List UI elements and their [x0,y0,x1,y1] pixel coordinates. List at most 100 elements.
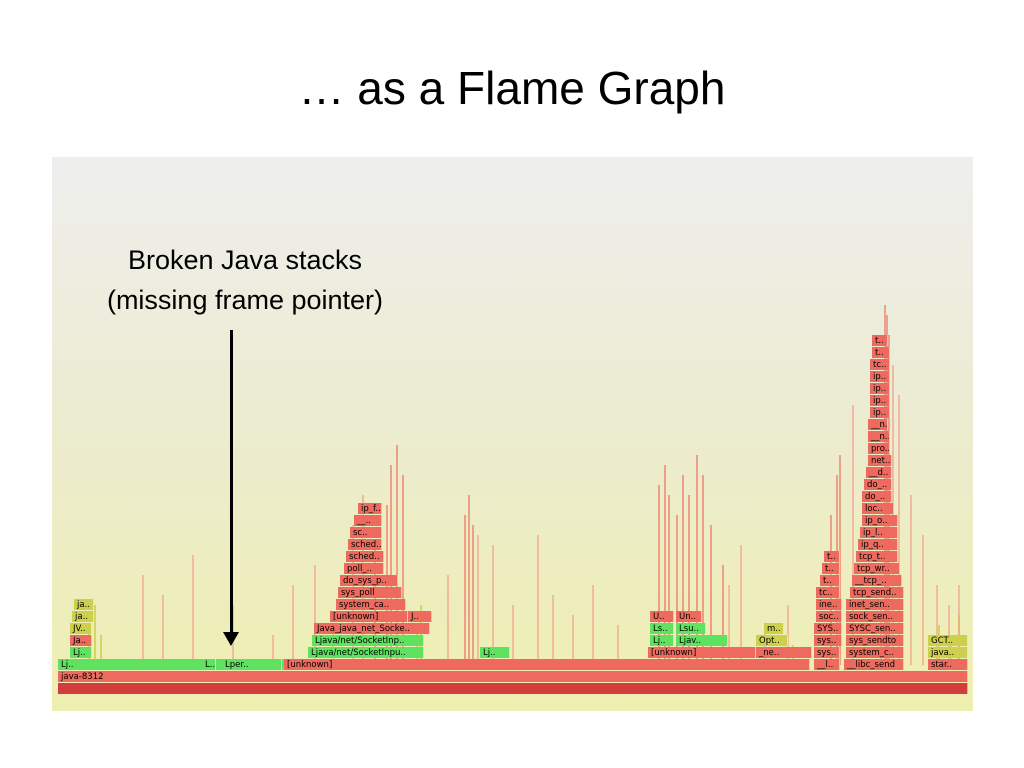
flame-frame[interactable]: sc.. [350,527,382,538]
flame-frame[interactable]: [unknown] [330,611,408,622]
flame-frame[interactable]: __tcp_.. [852,575,902,586]
flame-spike [898,395,900,665]
flame-frame[interactable]: [unknown] [648,647,756,658]
arrow-shaft [230,330,233,635]
flame-frame[interactable]: ip.. [870,383,890,394]
flame-frame[interactable]: __libc_send [844,659,904,670]
flame-frame[interactable]: m.. [764,623,784,634]
flame-frame[interactable] [58,683,968,694]
flame-frame[interactable]: _ne.. [756,647,812,658]
flame-frame[interactable]: sched.. [348,539,382,550]
flame-frame[interactable]: Ljav.. [676,635,728,646]
flame-frame[interactable]: ip_l.. [860,527,898,538]
flame-frame[interactable]: tc.. [870,359,890,370]
flame-frame[interactable]: sys.. [814,635,842,646]
flame-frame[interactable]: system_c.. [846,647,904,658]
flame-frame[interactable]: L.. [202,659,216,670]
flame-spike [787,605,789,665]
flame-frame[interactable]: Lsu.. [676,623,706,634]
flame-frame[interactable]: loc.. [862,503,894,514]
flame-spike [702,475,704,665]
flame-spike [464,515,466,665]
flame-frame[interactable]: JV.. [70,623,92,634]
flame-spike [477,535,479,665]
flame-frame[interactable]: do_sys_p.. [340,575,398,586]
flame-frame[interactable]: Un.. [676,611,702,622]
flame-frame[interactable]: GCT.. [928,635,968,646]
flame-frame[interactable]: do_.. [864,479,892,490]
flame-spike [958,585,960,665]
flame-frame[interactable]: star.. [928,659,968,670]
flame-frame[interactable]: pro.. [868,443,890,454]
flame-frame[interactable]: ip_f.. [358,503,382,514]
flame-frame[interactable]: ip_q.. [858,539,898,550]
flame-frame[interactable]: tcp_wr.. [854,563,900,574]
flame-frame[interactable]: ine.. [816,599,842,610]
flame-spike [142,575,144,665]
flame-spike [572,615,574,665]
flame-spike [664,465,666,665]
flame-frame[interactable]: Lj.. [70,647,92,658]
flame-frame[interactable]: poll_.. [344,563,384,574]
flame-frame[interactable]: Lper.. [222,659,282,670]
flame-frame[interactable]: tcp_t.. [856,551,898,562]
flame-frame[interactable]: Java_java_net_Socke.. [314,623,430,634]
flame-frame[interactable]: java.. [928,647,968,658]
flame-frame[interactable]: ip.. [870,371,890,382]
flame-spike [922,535,924,665]
flame-frame[interactable]: Opt.. [756,635,788,646]
flame-frame[interactable]: Ls.. [650,623,674,634]
flame-frame[interactable]: t.. [872,335,888,346]
flame-frame[interactable]: ja.. [74,599,94,610]
flame-spike [162,595,164,665]
flame-frame[interactable]: SYS.. [814,623,842,634]
flame-frame[interactable]: __l.. [814,659,840,670]
flame-frame[interactable]: ip.. [870,407,890,418]
flame-spike [852,405,854,665]
flame-spike [592,585,594,665]
flame-frame[interactable]: t.. [824,551,840,562]
flame-frame[interactable]: tc.. [816,587,840,598]
flame-frame[interactable]: sys_poll [338,587,402,598]
flame-frame[interactable]: Lj.. [650,635,674,646]
flame-frame[interactable]: ip_o.. [862,515,898,526]
flame-frame[interactable]: net.. [868,455,892,466]
flame-frame[interactable]: soc.. [816,611,842,622]
flame-frame[interactable]: t.. [820,575,840,586]
flame-spike [552,595,554,665]
flame-frame[interactable]: sys_sendto [846,635,904,646]
flame-frame[interactable]: __d.. [866,467,892,478]
flame-frame[interactable]: __n.. [868,419,888,430]
flame-spike [537,535,539,665]
flame-frame[interactable]: ja.. [72,611,94,622]
flame-frame[interactable]: SYSC_sen.. [846,623,904,634]
flame-frame[interactable]: t.. [872,347,890,358]
flame-frame[interactable]: inet_sen.. [846,599,904,610]
flame-spike [94,605,96,665]
flame-frame[interactable]: U.. [650,611,674,622]
annotation-line-1: Broken Java stacks [127,245,363,275]
flame-spike [936,585,938,665]
flame-frame[interactable]: [unknown] [284,659,810,670]
flame-frame[interactable]: Lj.. [480,647,510,658]
flame-frame[interactable]: sys.. [814,647,840,658]
flame-frame[interactable]: J.. [408,611,432,622]
flame-frame[interactable]: Ja.. [70,635,92,646]
flame-frame[interactable]: do_.. [862,491,892,502]
flame-frame[interactable]: ip.. [870,395,890,406]
flame-spike [390,465,392,665]
flame-frame[interactable]: tcp_send.. [850,587,904,598]
flame-frame[interactable]: Ljava/net/SocketInp.. [312,635,424,646]
flame-spike [512,605,514,665]
flame-frame[interactable]: __.. [354,515,382,526]
flame-frame[interactable]: Ljava/net/SocketInpu.. [308,647,424,658]
flame-spike [688,495,690,665]
flame-frame[interactable]: java-8312 [58,671,968,682]
flame-frame[interactable]: system_ca.. [336,599,406,610]
flame-frame[interactable]: sched.. [346,551,384,562]
flame-spike [740,545,742,665]
flame-frame[interactable]: __n.. [868,431,890,442]
flame-frame[interactable]: sock_sen.. [846,611,904,622]
flame-frame[interactable]: t.. [822,563,840,574]
arrow-head-icon [223,632,239,646]
